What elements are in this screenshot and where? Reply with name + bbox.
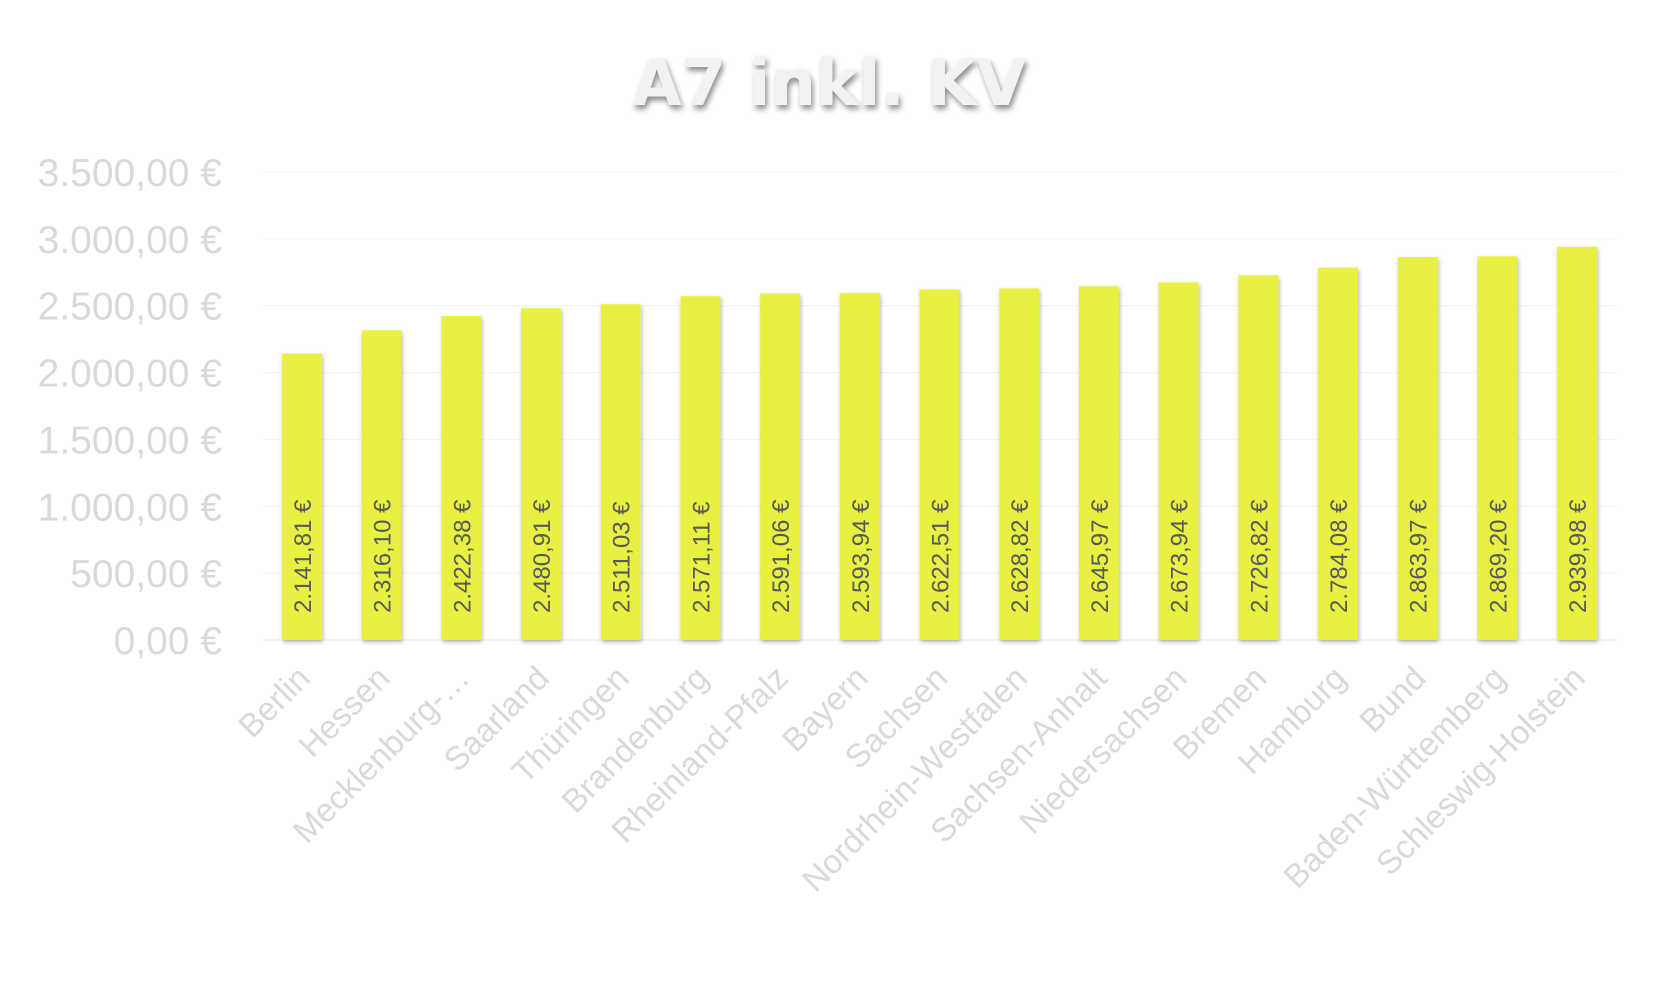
bar-value-label: 2.593,94 € (848, 499, 875, 613)
y-tick-label: 3.000,00 € (38, 219, 223, 262)
bar (919, 289, 960, 640)
y-tick-label: 2.000,00 € (38, 353, 223, 396)
bar-value-label: 2.316,10 € (370, 499, 397, 613)
bar (521, 308, 561, 640)
bars: 2.141,81 € 2.316,10 € 2.422,38 € 2.480,91 €… (281, 246, 1598, 640)
bar (999, 288, 1040, 640)
bar-value-label: 2.869,20 € (1485, 499, 1512, 613)
bar-value-label: 2.784,08 € (1326, 499, 1353, 613)
bar-value-label: 2.645,97 € (1087, 499, 1114, 613)
bar (1477, 256, 1518, 640)
x-axis: BerlinHessenMecklenburg-…SaarlandThüring… (231, 659, 1592, 899)
bar-value-label: 2.673,94 € (1167, 499, 1194, 613)
bar-value-label: 2.422,38 € (449, 499, 476, 613)
y-tick-label: 500,00 € (70, 553, 222, 596)
bar (361, 330, 402, 640)
y-tick-label: 3.500,00 € (38, 152, 223, 195)
bar-value-label: 2.141,81 € (290, 499, 317, 613)
bar-value-label: 2.591,06 € (768, 499, 795, 613)
chart-title: A7 inkl. KV (632, 47, 1027, 121)
y-tick-label: 1.500,00 € (38, 419, 223, 462)
bar (1238, 275, 1279, 640)
bar-value-label: 2.622,51 € (928, 499, 955, 613)
bar-value-label: 2.571,11 € (688, 501, 715, 613)
bar (600, 304, 641, 640)
bar-value-label: 2.511,03 € (609, 501, 636, 613)
bar (1557, 246, 1598, 640)
bar (680, 296, 721, 640)
y-tick-label: 1.000,00 € (38, 486, 223, 529)
y-tick-label: 0,00 € (114, 620, 223, 663)
y-axis: 0,00 € 500,00 € 1.000,00 € 1.500,00 € 2.000,… (38, 152, 223, 663)
bar-value-label: 2.863,97 € (1406, 499, 1433, 613)
bar (1078, 286, 1119, 640)
bar-value-label: 2.726,82 € (1246, 499, 1273, 613)
y-tick-label: 2.500,00 € (38, 286, 223, 329)
bar (839, 293, 880, 640)
bar (1397, 257, 1438, 640)
bar-value-label: 2.628,82 € (1007, 499, 1034, 613)
bar (760, 293, 801, 640)
bar (1318, 267, 1358, 640)
bar (281, 353, 322, 640)
bar (441, 316, 482, 640)
bar-value-label: 2.480,91 € (529, 499, 556, 613)
bar (1158, 282, 1199, 640)
bar-value-label: 2.939,98 € (1565, 499, 1592, 613)
